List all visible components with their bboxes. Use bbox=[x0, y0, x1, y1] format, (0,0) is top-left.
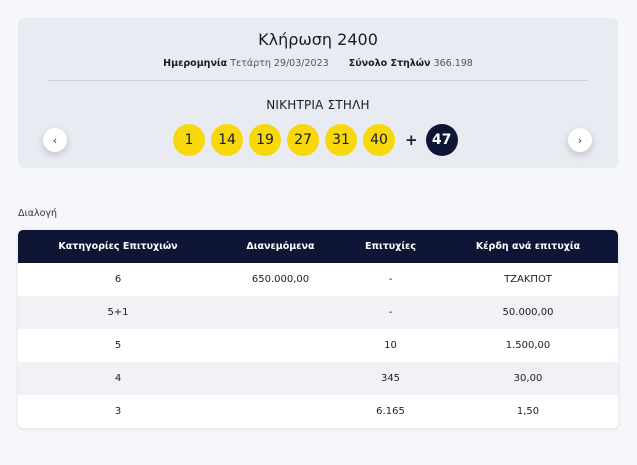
chevron-right-icon: › bbox=[577, 133, 583, 147]
winners-cell: - bbox=[388, 274, 393, 285]
winning-numbers: 1 14 19 27 31 40 + 47 bbox=[173, 124, 458, 156]
winners-cell: 6.165 bbox=[376, 406, 405, 417]
prev-draw-button[interactable]: ‹ bbox=[43, 128, 67, 152]
prize-cell: 30,00 bbox=[438, 362, 618, 395]
distributed-cell bbox=[218, 362, 343, 395]
distributed-cell bbox=[218, 395, 343, 428]
columns-label: Σύνολο Στηλών bbox=[348, 58, 431, 69]
header-prize: Κέρδη ανά επιτυχία bbox=[438, 230, 618, 263]
header-distributed: Διανεμόμενα bbox=[218, 230, 343, 263]
distributed-cell bbox=[218, 296, 343, 329]
table-row: 5+1 - 50.000,00 bbox=[18, 296, 618, 329]
distributed-cell: 650.000,00 bbox=[251, 274, 310, 285]
joker-ball: 47 bbox=[425, 124, 458, 156]
table-header-row: Κατηγορίες Επιτυχιών Διανεμόμενα Επιτυχί… bbox=[18, 230, 618, 263]
number-ball: 1 bbox=[173, 124, 205, 156]
date-value: Τετάρτη 29/03/2023 bbox=[230, 58, 329, 69]
table-row: 4 345 30,00 bbox=[18, 362, 618, 395]
category-cell: 5+1 bbox=[18, 296, 218, 329]
header-winners: Επιτυχίες bbox=[343, 230, 438, 263]
table-row: 6 650.000,00 - ΤΖΑΚΠΟΤ bbox=[18, 263, 618, 296]
section-label: Διαλογή bbox=[18, 208, 58, 219]
distributed-cell bbox=[218, 329, 343, 362]
category-cell: 5 bbox=[114, 340, 122, 351]
header-categories: Κατηγορίες Επιτυχιών bbox=[18, 230, 218, 263]
table-row: 3 6.165 1,50 bbox=[18, 395, 618, 428]
number-ball: 27 bbox=[287, 124, 319, 156]
number-ball: 31 bbox=[325, 124, 357, 156]
chevron-left-icon: ‹ bbox=[52, 133, 58, 147]
draw-title: Κλήρωση 2400 bbox=[258, 30, 378, 49]
prize-cell: 1.500,00 bbox=[505, 340, 551, 351]
date-label: Ημερομηνία bbox=[163, 58, 228, 69]
prize-cell: 1,50 bbox=[516, 406, 540, 417]
next-draw-button[interactable]: › bbox=[568, 128, 592, 152]
table-row: 5 10 1.500,00 bbox=[18, 329, 618, 362]
winning-column-title: ΝΙΚΗΤΡΙΑ ΣΤΗΛΗ bbox=[266, 98, 370, 112]
number-ball: 19 bbox=[249, 124, 281, 156]
category-cell: 6 bbox=[114, 274, 122, 285]
draw-card: Κλήρωση 2400 Ημερομηνία Τετάρτη 29/03/20… bbox=[18, 18, 618, 168]
number-ball: 14 bbox=[211, 124, 243, 156]
winners-cell: - bbox=[343, 296, 438, 329]
category-cell: 3 bbox=[114, 406, 122, 417]
prize-cell: ΤΖΑΚΠΟΤ bbox=[504, 274, 552, 285]
number-ball: 40 bbox=[363, 124, 395, 156]
divider bbox=[48, 80, 588, 81]
plus-sign: + bbox=[405, 131, 418, 149]
winners-cell: 345 bbox=[343, 362, 438, 395]
columns-value: 366.198 bbox=[433, 58, 473, 69]
winners-cell: 10 bbox=[384, 340, 397, 351]
results-table: Κατηγορίες Επιτυχιών Διανεμόμενα Επιτυχί… bbox=[18, 230, 618, 428]
category-cell: 4 bbox=[18, 362, 218, 395]
draw-meta: Ημερομηνία Τετάρτη 29/03/2023 Σύνολο Στη… bbox=[18, 58, 618, 69]
prize-cell: 50.000,00 bbox=[438, 296, 618, 329]
